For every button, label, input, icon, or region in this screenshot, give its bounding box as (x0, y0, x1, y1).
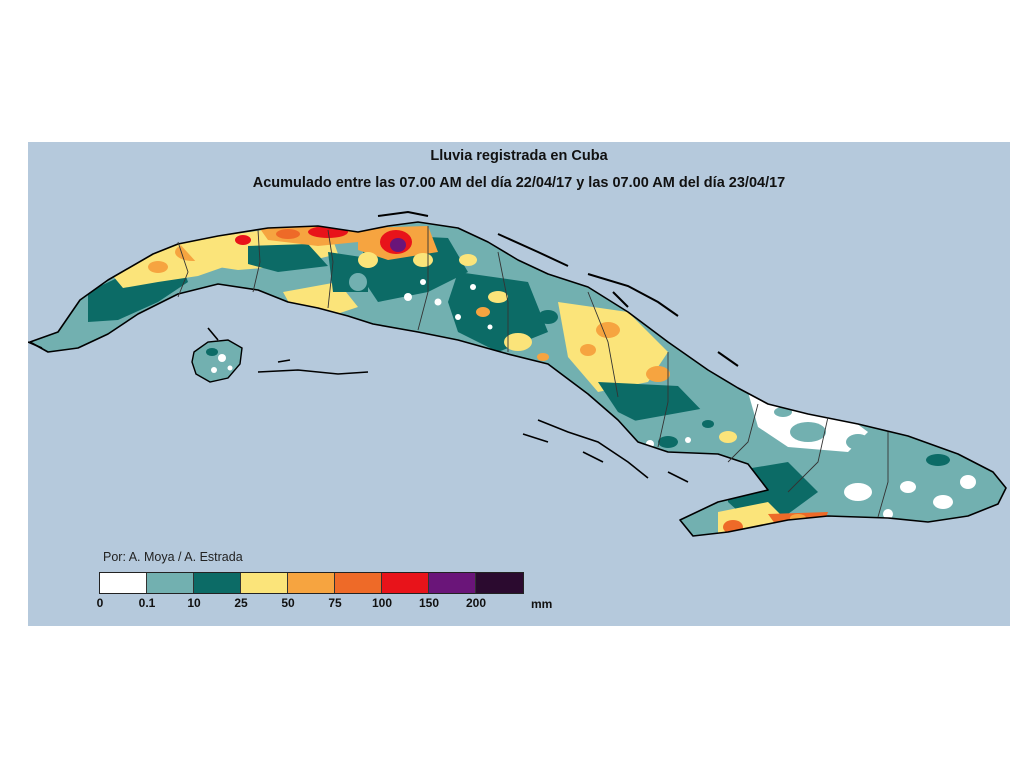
legend-swatch-3 (241, 573, 288, 593)
legend-tick-label: 200 (465, 596, 487, 610)
legend-tick-label: 0 (96, 596, 104, 610)
map-credit: Por: A. Moya / A. Estrada (103, 550, 243, 564)
legend-tick-label: 25 (234, 596, 248, 610)
cuba-rainfall-map (28, 210, 1007, 537)
legend-tick-label: 0.1 (138, 596, 156, 610)
isla-de-la-juventud (191, 339, 243, 383)
southern-cays (28, 327, 689, 483)
legend-swatch-6 (382, 573, 429, 593)
northern-cays (377, 210, 739, 367)
legend-swatch-5 (335, 573, 382, 593)
legend-tick-label: 100 (371, 596, 393, 610)
legend-unit: mm (531, 597, 553, 611)
legend-swatch-1 (147, 573, 194, 593)
legend-swatch-7 (429, 573, 476, 593)
legend-tick-label: 150 (418, 596, 440, 610)
cuba-main-island-outline (29, 221, 1007, 537)
legend-tick-label: 10 (187, 596, 201, 610)
color-legend (99, 572, 524, 594)
map-subtitle: Acumulado entre las 07.00 AM del día 22/… (252, 175, 786, 191)
province-boundaries (177, 226, 889, 518)
map-title: Lluvia registrada en Cuba (430, 148, 608, 164)
legend-tick-label: 75 (328, 596, 342, 610)
legend-swatch-0 (100, 573, 147, 593)
legend-swatch-4 (288, 573, 335, 593)
legend-swatch-8 (476, 573, 523, 593)
rainfall-map-panel: Lluvia registrada en Cuba Acumulado entr… (28, 142, 1010, 626)
legend-swatch-2 (194, 573, 241, 593)
legend-tick-label: 50 (281, 596, 295, 610)
